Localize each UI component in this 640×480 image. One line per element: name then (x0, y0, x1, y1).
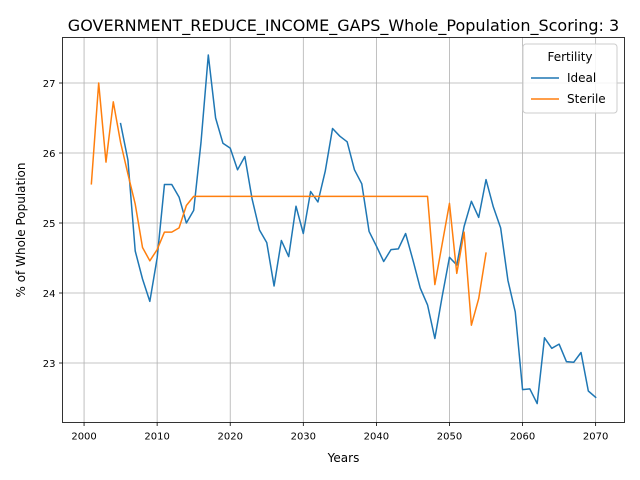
legend-label-sterile: Sterile (567, 92, 606, 106)
x-tick-label: 2010 (144, 432, 169, 443)
x-tick-label: 2000 (71, 432, 96, 443)
y-tick-label: 26 (43, 149, 56, 160)
legend: Fertility Ideal Sterile (522, 43, 618, 114)
y-tick-label: 27 (43, 79, 56, 90)
x-tick-label: 2030 (291, 432, 316, 443)
legend-box (522, 43, 618, 114)
legend-title: Fertility (547, 50, 592, 64)
series-line-sterile (90, 82, 487, 326)
plot-area-frame (62, 37, 625, 423)
y-tick-label: 23 (43, 359, 56, 370)
x-tick-label: 2060 (510, 432, 535, 443)
y-axis-label: % of Whole Population (14, 163, 28, 298)
x-tick-label: 2040 (364, 432, 389, 443)
series-lines (90, 54, 597, 405)
series-line-ideal (119, 54, 597, 405)
y-tick-label: 24 (43, 289, 56, 300)
chart-title: GOVERNMENT_REDUCE_INCOME_GAPS_Whole_Popu… (68, 16, 619, 36)
y-tick-label: 25 (43, 219, 56, 230)
legend-label-ideal: Ideal (567, 71, 596, 85)
x-tick-label: 2050 (437, 432, 462, 443)
axis-ticks: 2000 2010 2020 2030 2040 2050 2060 2070 23 24 25 26… (43, 79, 609, 443)
x-tick-label: 2070 (583, 432, 608, 443)
x-axis-label: Years (327, 451, 360, 465)
x-tick-label: 2020 (217, 432, 242, 443)
